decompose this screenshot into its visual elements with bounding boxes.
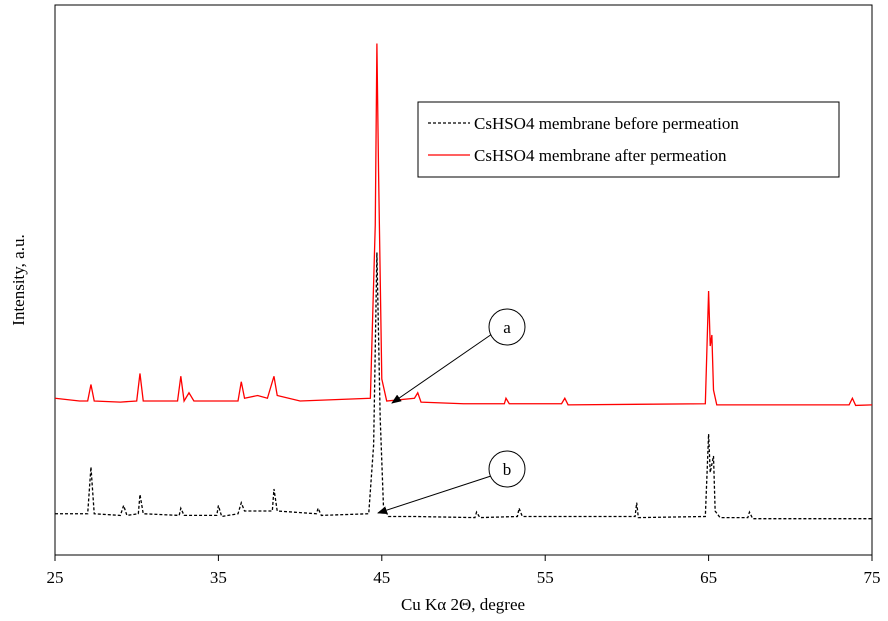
x-tick-label: 35	[210, 568, 227, 587]
plot: 25 35 45 55 65 75	[47, 43, 881, 587]
annotation-arrow	[391, 333, 493, 404]
legend-label: CsHSO4 membrane before permeation	[474, 114, 739, 133]
legend-label: CsHSO4 membrane after permeation	[474, 146, 727, 165]
plot-frame	[54, 4, 873, 556]
x-tick-label: 75	[864, 568, 881, 587]
x-tick-label: 65	[700, 568, 717, 587]
x-tick-label: 55	[537, 568, 554, 587]
x-tick-label: 45	[373, 568, 390, 587]
annotation-arrow	[377, 475, 492, 515]
annotation: a	[503, 318, 511, 337]
series-line	[55, 252, 872, 520]
x-axis-label: Cu Kα 2Θ, degree	[401, 595, 525, 614]
annotation-circle	[488, 308, 526, 346]
y-axis-label: Intensity, a.u.	[9, 234, 28, 325]
legend-box	[417, 101, 840, 178]
annotation-circle	[488, 450, 526, 488]
x-tick-label: 25	[47, 568, 64, 587]
annotation: b	[503, 460, 512, 479]
legend: CsHSO4 membrane before permeation CsHSO4 …	[428, 114, 739, 165]
series-line	[54, 43, 873, 407]
